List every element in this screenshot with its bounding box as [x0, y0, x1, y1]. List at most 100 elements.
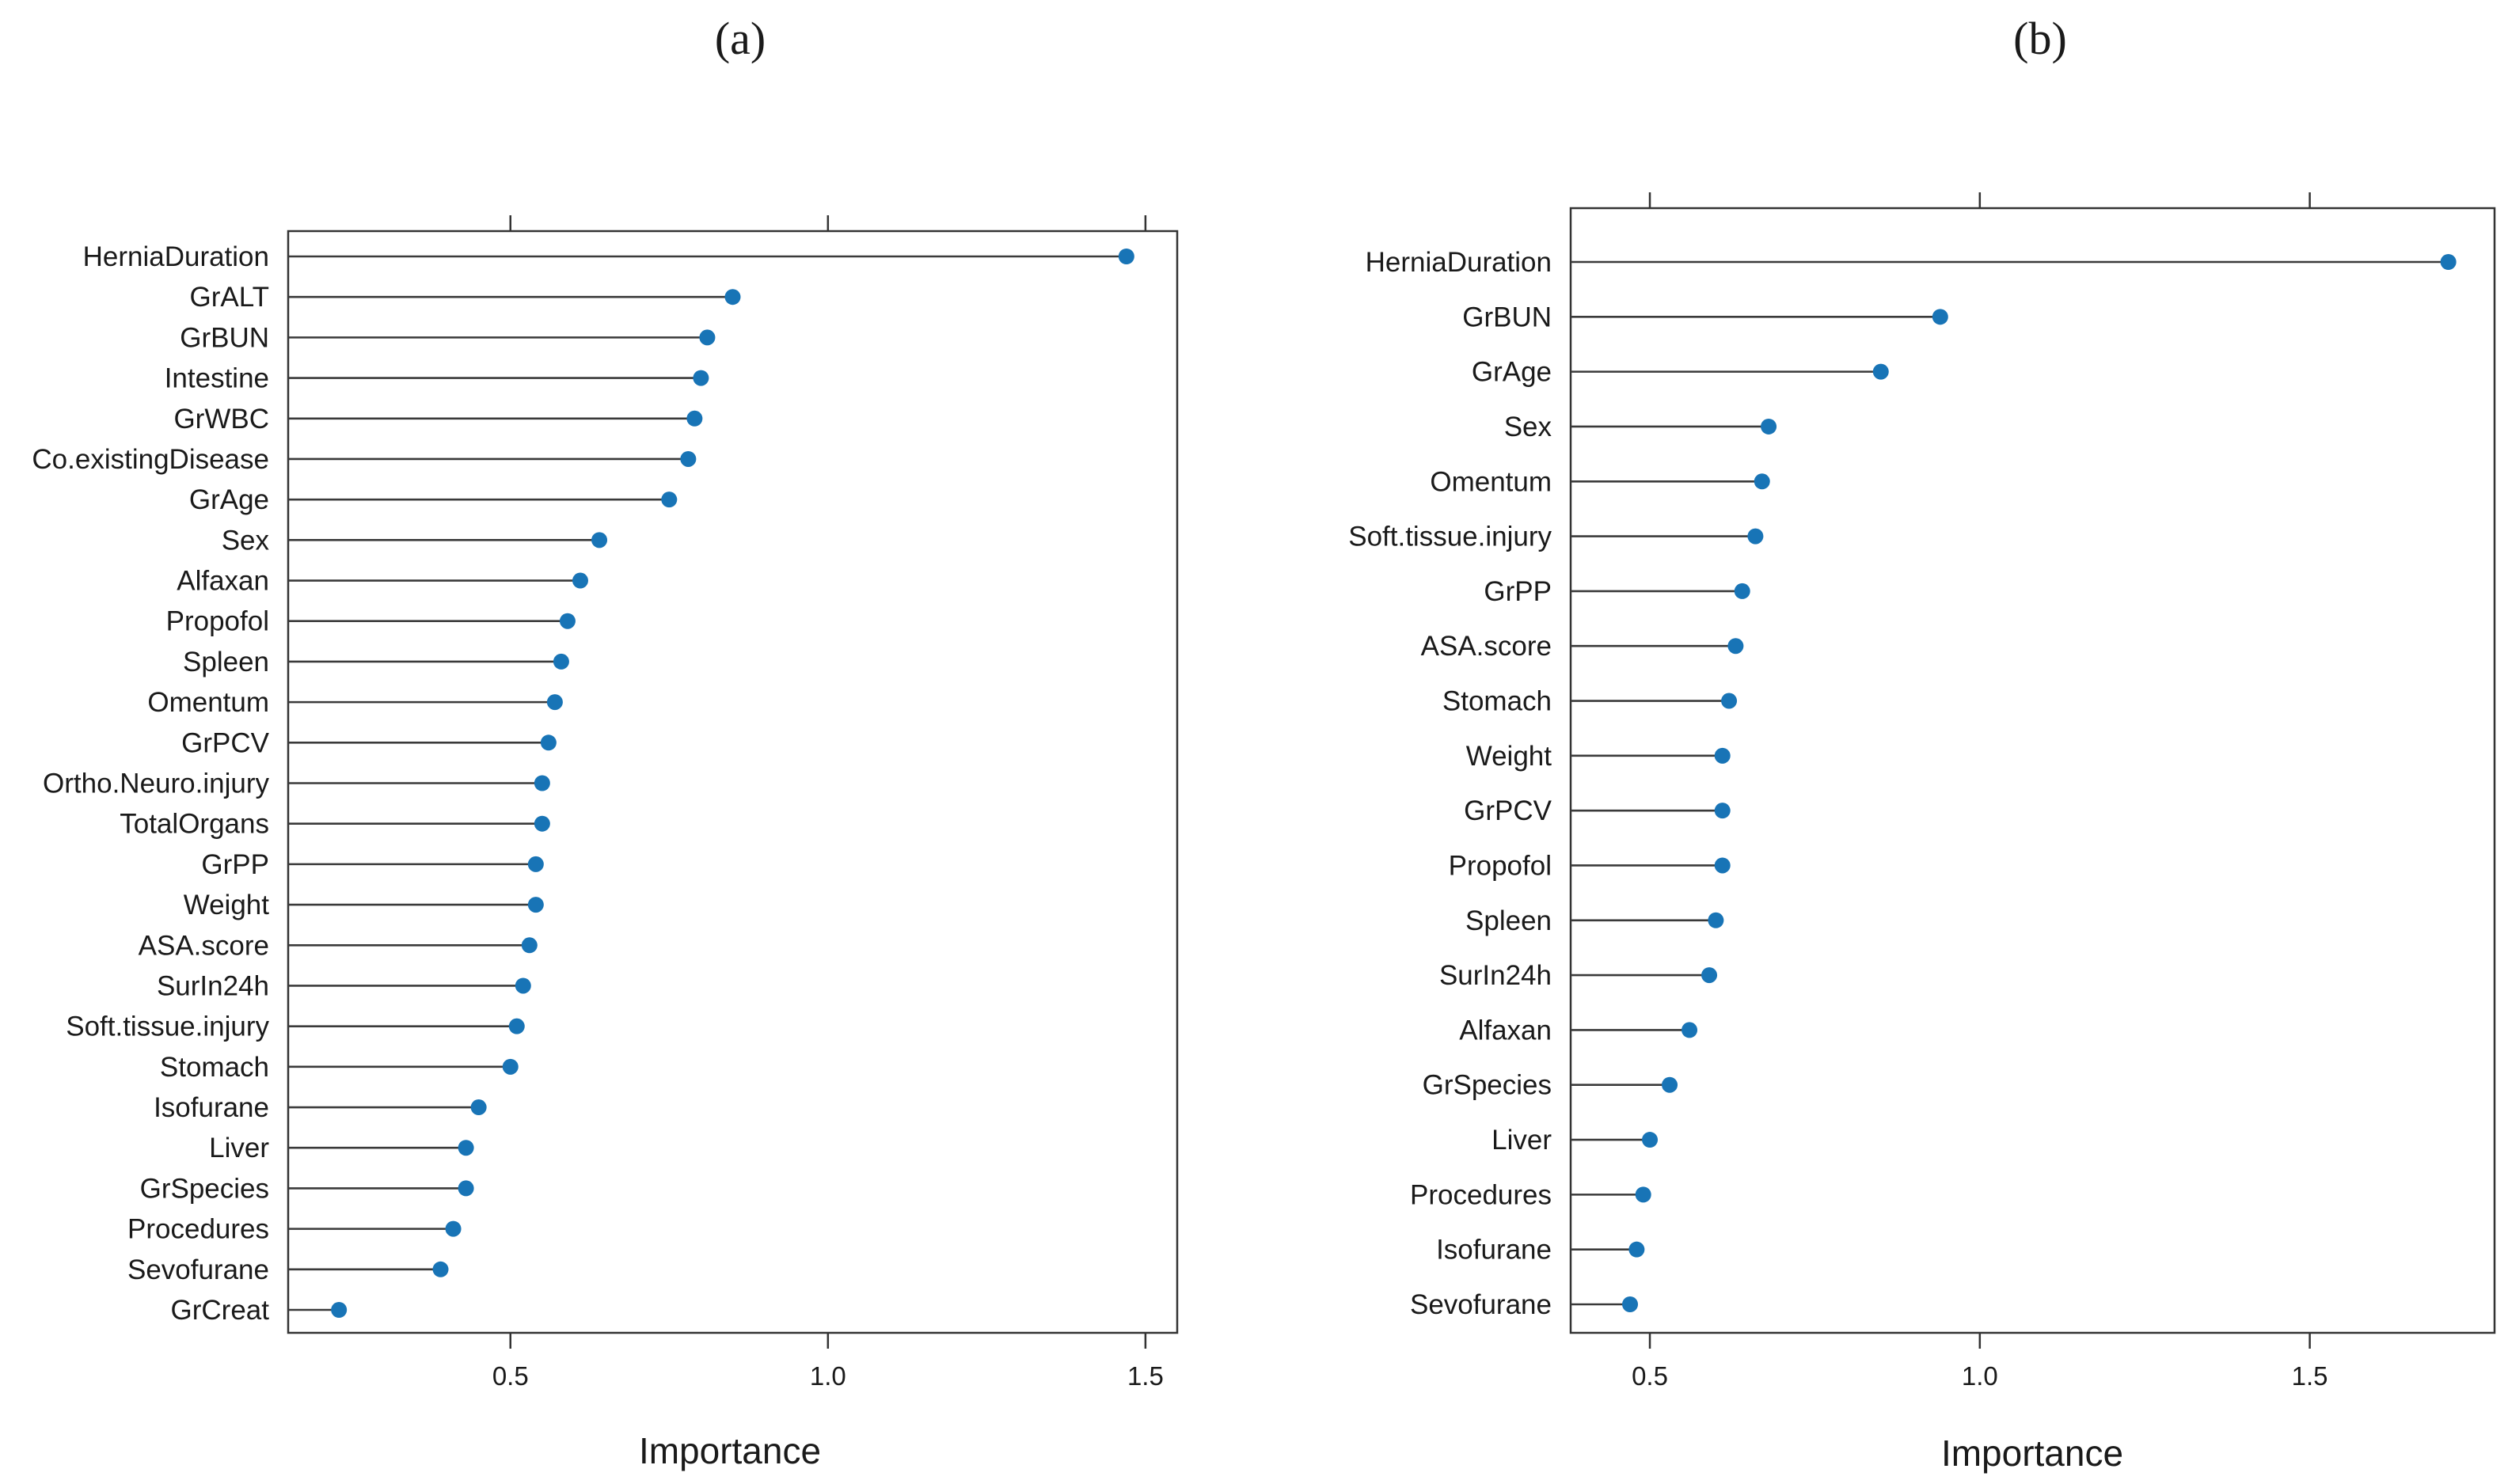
point-a-5	[680, 450, 697, 467]
category-label-a-25: Sevofurane	[127, 1254, 269, 1285]
panel-b: (b) 0.5 1.0 1.5 HerniaDuration GrBUN GrAge Sex…	[1348, 13, 2496, 1474]
point-a-24	[445, 1220, 462, 1237]
category-label-b-11: Propofol	[1449, 850, 1552, 881]
point-b-11	[1714, 857, 1731, 874]
point-a-4	[686, 410, 703, 427]
category-label-a-5: Co.existingDisease	[32, 444, 269, 475]
category-label-b-19: Sevofurane	[1410, 1289, 1552, 1320]
category-label-a-24: Procedures	[127, 1214, 269, 1245]
point-a-20	[502, 1058, 519, 1075]
category-label-a-8: Alfaxan	[177, 566, 269, 597]
point-a-23	[458, 1180, 474, 1197]
x-axis-title-a: Importance	[639, 1430, 821, 1471]
category-label-a-2: GrBUN	[180, 322, 269, 353]
point-a-6	[661, 492, 678, 508]
category-label-a-1: GrALT	[190, 282, 269, 313]
category-label-a-11: Omentum	[147, 687, 269, 718]
panel-label-b: (b)	[2013, 13, 2067, 64]
category-label-b-1: GrBUN	[1462, 302, 1552, 332]
category-label-a-3: Intestine	[165, 363, 269, 394]
point-b-15	[1662, 1076, 1678, 1093]
point-a-14	[534, 815, 550, 832]
category-label-a-23: GrSpecies	[140, 1173, 269, 1204]
category-label-a-20: Stomach	[160, 1052, 269, 1083]
point-b-12	[1708, 912, 1724, 928]
point-b-5	[1747, 528, 1764, 545]
x-tick-label-b-2: 1.5	[2292, 1361, 2328, 1391]
category-label-b-6: GrPP	[1484, 576, 1552, 607]
point-b-7	[1727, 638, 1744, 655]
x-tick-label-a-0: 0.5	[492, 1361, 529, 1391]
point-a-2	[699, 329, 716, 346]
point-b-18	[1628, 1241, 1645, 1258]
x-tick-label-b-1: 1.0	[1962, 1361, 1998, 1391]
category-label-a-18: SurIn24h	[157, 970, 269, 1001]
category-label-b-13: SurIn24h	[1439, 960, 1552, 991]
panel-a: (a) 0.5 1.0 1.5 HerniaDuration GrALT GrBUN Int…	[32, 13, 1179, 1471]
point-b-16	[1642, 1132, 1659, 1148]
point-b-1	[1932, 309, 1948, 325]
point-a-13	[534, 775, 550, 791]
point-a-17	[521, 937, 538, 954]
x-tick-label-a-2: 1.5	[1127, 1361, 1164, 1391]
category-label-b-7: ASA.score	[1421, 631, 1552, 662]
category-label-a-21: Isofurane	[154, 1092, 269, 1123]
point-a-21	[470, 1099, 487, 1116]
category-label-b-10: GrPCV	[1464, 795, 1552, 826]
category-label-b-15: GrSpecies	[1423, 1070, 1552, 1101]
category-label-a-13: Ortho.Neuro.injury	[43, 769, 269, 799]
category-label-a-12: GrPCV	[181, 727, 270, 758]
category-label-a-0: HerniaDuration	[83, 241, 269, 272]
point-b-3	[1761, 418, 1777, 435]
point-a-1	[724, 289, 741, 306]
category-label-b-18: Isofurane	[1436, 1235, 1552, 1266]
point-b-17	[1635, 1186, 1651, 1203]
category-label-b-2: GrAge	[1472, 357, 1552, 388]
category-label-b-4: Omentum	[1430, 466, 1552, 497]
point-b-9	[1714, 747, 1731, 764]
category-label-a-9: Propofol	[166, 606, 269, 637]
category-label-b-17: Procedures	[1410, 1179, 1552, 1210]
point-a-11	[546, 694, 563, 711]
point-a-18	[515, 977, 531, 994]
panel-label-a: (a)	[715, 13, 766, 64]
point-a-3	[693, 370, 709, 386]
x-tick-label-a-1: 1.0	[810, 1361, 846, 1391]
category-label-a-10: Spleen	[183, 647, 269, 677]
category-label-a-7: Sex	[222, 525, 270, 556]
category-label-a-17: ASA.score	[139, 930, 269, 961]
category-label-a-16: Weight	[184, 890, 270, 920]
point-a-8	[572, 572, 588, 589]
point-b-6	[1734, 583, 1750, 599]
point-a-16	[527, 897, 544, 913]
point-b-19	[1622, 1296, 1639, 1312]
category-label-a-19: Soft.tissue.injury	[66, 1011, 269, 1042]
point-a-22	[458, 1140, 474, 1156]
category-label-b-9: Weight	[1466, 741, 1552, 772]
point-b-0	[2440, 254, 2457, 270]
point-a-19	[508, 1018, 525, 1034]
point-b-14	[1682, 1022, 1698, 1038]
point-a-12	[540, 734, 557, 751]
point-b-8	[1721, 693, 1738, 709]
plot-frame-b	[1569, 207, 2496, 1334]
category-label-b-16: Liver	[1492, 1125, 1552, 1156]
point-b-4	[1754, 473, 1770, 490]
x-tick-label-b-0: 0.5	[1632, 1361, 1668, 1391]
point-a-9	[559, 613, 576, 629]
category-label-b-14: Alfaxan	[1459, 1015, 1552, 1046]
category-label-a-4: GrWBC	[173, 404, 269, 435]
category-label-b-8: Stomach	[1442, 686, 1552, 717]
category-label-a-26: GrCreat	[171, 1295, 270, 1326]
point-a-10	[553, 653, 569, 670]
x-axis-title-b: Importance	[1941, 1433, 2123, 1474]
point-a-7	[591, 532, 608, 548]
category-label-b-0: HerniaDuration	[1366, 247, 1552, 278]
category-label-a-15: GrPP	[201, 849, 269, 880]
point-a-25	[432, 1261, 449, 1277]
category-label-a-22: Liver	[209, 1133, 269, 1163]
marks-b: 0.5 1.0 1.5 HerniaDuration GrBUN GrAge Sex Omen…	[1348, 192, 2457, 1391]
marks-a: 0.5 1.0 1.5 HerniaDuration GrALT GrBUN Intesti…	[32, 215, 1164, 1391]
point-a-26	[331, 1302, 348, 1318]
